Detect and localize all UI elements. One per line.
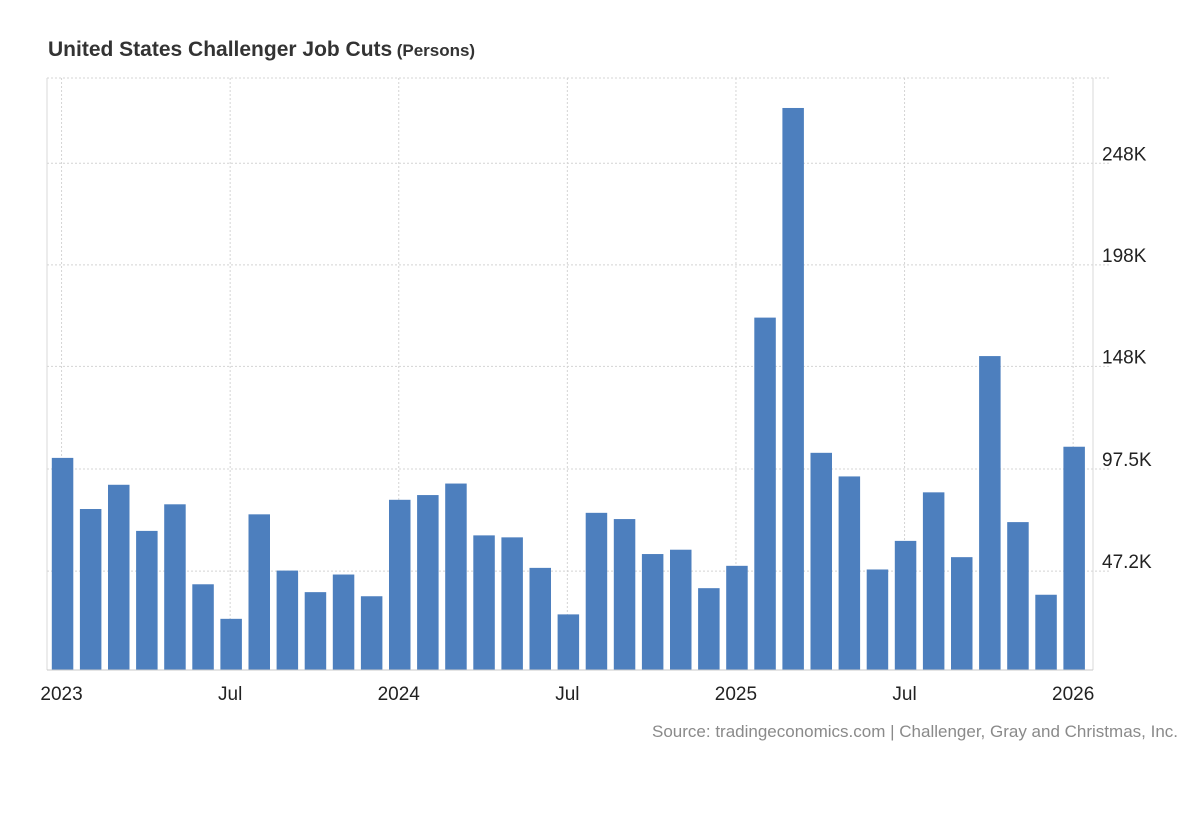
bar-2024-10[interactable]: [641, 554, 664, 670]
bar-2023-08[interactable]: [248, 514, 271, 670]
bar-2025-04[interactable]: [810, 452, 833, 670]
x-tick-label: Jul: [555, 684, 579, 705]
bar-2023-04[interactable]: [136, 530, 158, 670]
bar-2025-01[interactable]: [726, 565, 748, 670]
bar-2024-04[interactable]: [473, 535, 495, 670]
bar-2025-09[interactable]: [951, 557, 973, 670]
bar-2025-03[interactable]: [782, 107, 804, 670]
bar-2025-05[interactable]: [838, 476, 861, 670]
source-note: Source: tradingeconomics.com | Challenge…: [652, 722, 1178, 741]
bar-2023-12[interactable]: [360, 596, 383, 670]
bar-2023-06[interactable]: [192, 584, 214, 670]
bar-2023-07[interactable]: [220, 618, 242, 670]
y-tick-label: 47.2K: [1102, 552, 1152, 573]
bar-2025-10[interactable]: [979, 356, 1001, 670]
chart-unit-text: (Persons): [396, 41, 476, 60]
bar-2024-05[interactable]: [501, 537, 523, 670]
bar-2024-11[interactable]: [670, 549, 692, 670]
bar-2024-03[interactable]: [445, 483, 467, 670]
x-tick-label: Jul: [218, 684, 242, 705]
y-tick-label: 248K: [1102, 144, 1147, 165]
bar-2024-02[interactable]: [417, 495, 439, 670]
chart-title-text: United States Challenger Job Cuts: [48, 38, 393, 61]
x-tick-label: Jul: [892, 684, 916, 705]
bar-2023-05[interactable]: [164, 504, 186, 670]
bar-2023-09[interactable]: [276, 570, 299, 670]
bar-2023-11[interactable]: [332, 574, 355, 670]
bar-2024-12[interactable]: [698, 588, 720, 670]
bar-2025-02[interactable]: [754, 317, 776, 670]
y-tick-label: 198K: [1102, 246, 1147, 267]
bar-2025-06[interactable]: [866, 569, 889, 670]
bar-2024-06[interactable]: [529, 567, 552, 670]
bar-2023-02[interactable]: [79, 509, 102, 670]
x-tick-label: 2024: [378, 684, 421, 705]
bar-2026-01[interactable]: [1063, 446, 1085, 670]
bar-2023-10[interactable]: [304, 592, 327, 670]
y-tick-label: 148K: [1102, 347, 1147, 368]
axis-layer: 47.2K 97.5K 148K 198K 248K 2023 Jul 2024 Jul 2025…: [40, 144, 1152, 705]
bar-2024-09[interactable]: [613, 519, 636, 670]
bar-2025-11[interactable]: [1007, 522, 1029, 670]
bar-2025-08[interactable]: [922, 492, 945, 670]
bar-2023-01[interactable]: [51, 457, 74, 670]
bar-2025-07[interactable]: [894, 540, 917, 670]
bar-2024-08[interactable]: [585, 512, 608, 670]
bar-2025-12[interactable]: [1035, 594, 1057, 670]
x-tick-label: 2025: [715, 684, 757, 705]
x-tick-label: 2023: [40, 684, 82, 705]
grid-layer: [46, 77, 1110, 670]
bar-2024-07[interactable]: [557, 614, 580, 670]
bar-2024-01[interactable]: [389, 499, 411, 670]
chart-title: United States Challenger Job Cuts (Perso…: [48, 38, 475, 62]
y-tick-label: 97.5K: [1102, 450, 1152, 471]
x-tick-label: 2026: [1052, 684, 1094, 705]
bars-layer: [51, 107, 1085, 670]
bar-2023-03[interactable]: [108, 484, 130, 670]
